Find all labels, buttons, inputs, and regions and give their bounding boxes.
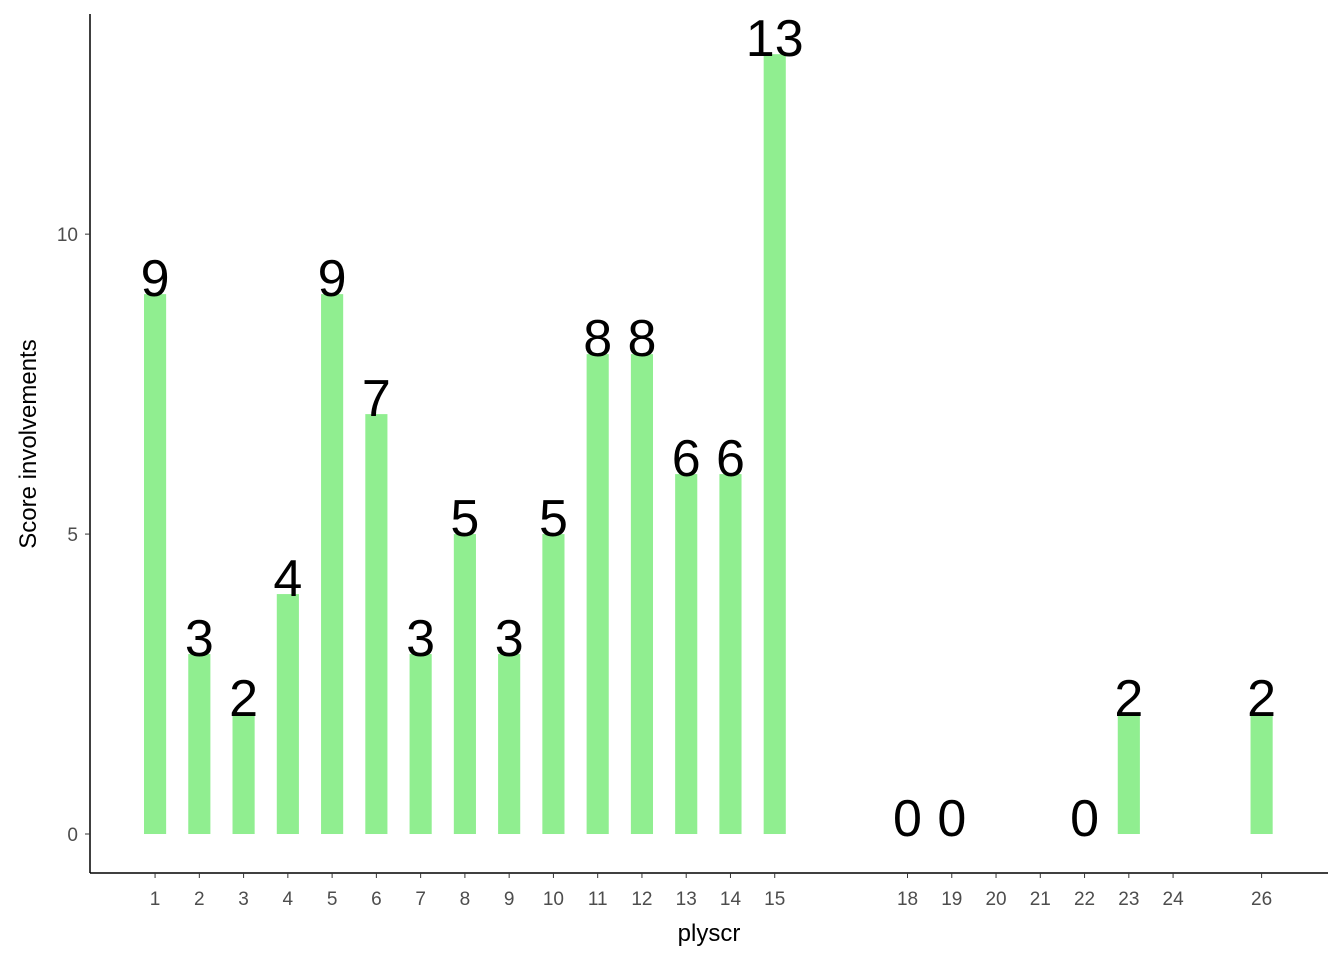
x-tick-label: 6 xyxy=(371,889,382,910)
x-tick-label: 7 xyxy=(415,889,426,910)
x-tick-label: 15 xyxy=(764,889,785,910)
value-label: 0 xyxy=(937,790,966,848)
x-tick-label: 24 xyxy=(1163,889,1185,910)
x-tick-label: 26 xyxy=(1251,889,1272,910)
value-label: 7 xyxy=(362,370,391,428)
x-tick-label: 5 xyxy=(327,889,338,910)
bar xyxy=(630,354,654,835)
x-tick-label: 19 xyxy=(941,889,962,910)
x-tick-label: 12 xyxy=(631,889,652,910)
value-label: 3 xyxy=(185,610,214,668)
bar xyxy=(321,294,344,835)
bar xyxy=(143,294,167,835)
value-label: 0 xyxy=(893,790,922,848)
x-tick-label: 3 xyxy=(238,889,249,910)
y-tick-label: 5 xyxy=(67,525,78,546)
x-tick-label: 1 xyxy=(150,889,161,910)
x-tick-label: 8 xyxy=(460,889,471,910)
bar xyxy=(409,654,432,835)
y-tick-label: 0 xyxy=(67,825,78,846)
bar xyxy=(453,534,476,835)
x-tick-label: 9 xyxy=(504,889,515,910)
value-label: 3 xyxy=(406,610,435,668)
value-label: 13 xyxy=(746,10,804,68)
x-tick-label: 22 xyxy=(1074,889,1095,910)
bar xyxy=(763,54,786,835)
bar xyxy=(1117,714,1140,835)
value-label: 2 xyxy=(1247,670,1276,728)
x-tick-label: 4 xyxy=(283,889,294,910)
y-axis-title: Score involvements xyxy=(15,339,42,548)
x-tick-label: 18 xyxy=(897,889,918,910)
bar xyxy=(675,474,698,835)
x-tick-label: 20 xyxy=(985,889,1006,910)
bar xyxy=(498,654,521,835)
x-tick-label: 23 xyxy=(1118,889,1139,910)
x-tick-label: 2 xyxy=(194,889,205,910)
value-label: 4 xyxy=(273,550,302,608)
bar xyxy=(365,414,388,835)
bar xyxy=(542,534,565,835)
value-label: 5 xyxy=(539,490,568,548)
x-tick-label: 13 xyxy=(676,889,697,910)
value-label: 8 xyxy=(583,310,612,368)
x-tick-label: 10 xyxy=(543,889,564,910)
value-label: 9 xyxy=(318,250,347,308)
value-label: 2 xyxy=(1114,670,1143,728)
bar xyxy=(188,654,211,835)
bar xyxy=(1250,714,1273,835)
value-label: 3 xyxy=(495,610,524,668)
value-label: 8 xyxy=(627,310,656,368)
value-label: 6 xyxy=(716,430,745,488)
value-label: 6 xyxy=(672,430,701,488)
x-tick-label: 14 xyxy=(720,889,742,910)
y-tick-label: 10 xyxy=(57,225,78,246)
value-label: 0 xyxy=(1070,790,1099,848)
x-tick-label: 11 xyxy=(588,889,608,910)
bar xyxy=(276,594,299,835)
value-label: 9 xyxy=(141,250,170,308)
bar xyxy=(586,354,609,835)
value-label: 2 xyxy=(229,670,258,728)
x-axis-title: plyscr xyxy=(678,920,741,947)
x-tick-label: 21 xyxy=(1030,889,1051,910)
value-label: 5 xyxy=(450,490,479,548)
bar xyxy=(719,474,742,835)
bar xyxy=(232,714,255,835)
